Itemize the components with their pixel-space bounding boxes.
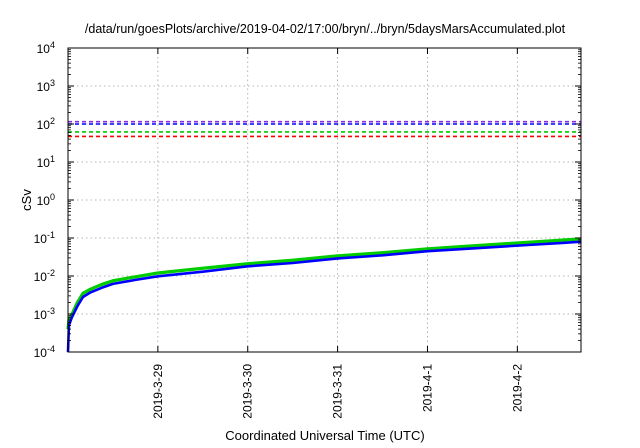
y-tick-label: 10-1 [34,230,55,246]
y-tick-exponent: -2 [47,268,55,278]
y-tick-label: 102 [37,116,55,132]
y-tick-label: 10-3 [34,306,55,322]
y-tick-label: 103 [37,78,55,94]
series-line [66,237,582,330]
y-tick-exponent: 1 [50,154,55,164]
y-tick-exponent: 2 [50,116,55,126]
y-tick-label: 104 [37,40,55,56]
axis-ticks [68,47,581,353]
y-tick-label: 10-2 [34,268,55,284]
x-tick-labels: 2019-3-29 2019-3-30 2019-3-31 2019-4-1 2019-… [151,364,524,419]
y-tick-exponent: -4 [47,344,55,354]
y-axis-label: cSv [19,189,34,211]
y-tick-exponent: -1 [47,230,55,240]
y-tick-label: 101 [37,154,55,170]
x-tick-label: 2019-3-29 [151,364,165,419]
x-tick-label: 2019-3-30 [241,364,255,419]
y-tick-label: 10-4 [34,344,55,360]
chart-title: /data/run/goesPlots/archive/2019-04-02/1… [85,22,566,36]
y-tick-exponent: 0 [50,192,55,202]
x-tick-label: 2019-4-2 [510,364,524,412]
y-tick-exponent: -3 [47,306,55,316]
y-tick-exponent: 4 [50,40,55,50]
reference-lines [68,120,581,138]
x-axis-label: Coordinated Universal Time (UTC) [225,428,424,443]
y-tick-exponent: 3 [50,78,55,88]
series-lines [66,237,582,353]
y-tick-label: 100 [37,192,55,208]
series-line [66,240,582,353]
x-tick-label: 2019-4-1 [420,364,434,412]
x-tick-label: 2019-3-31 [331,364,345,419]
grid [68,48,581,352]
